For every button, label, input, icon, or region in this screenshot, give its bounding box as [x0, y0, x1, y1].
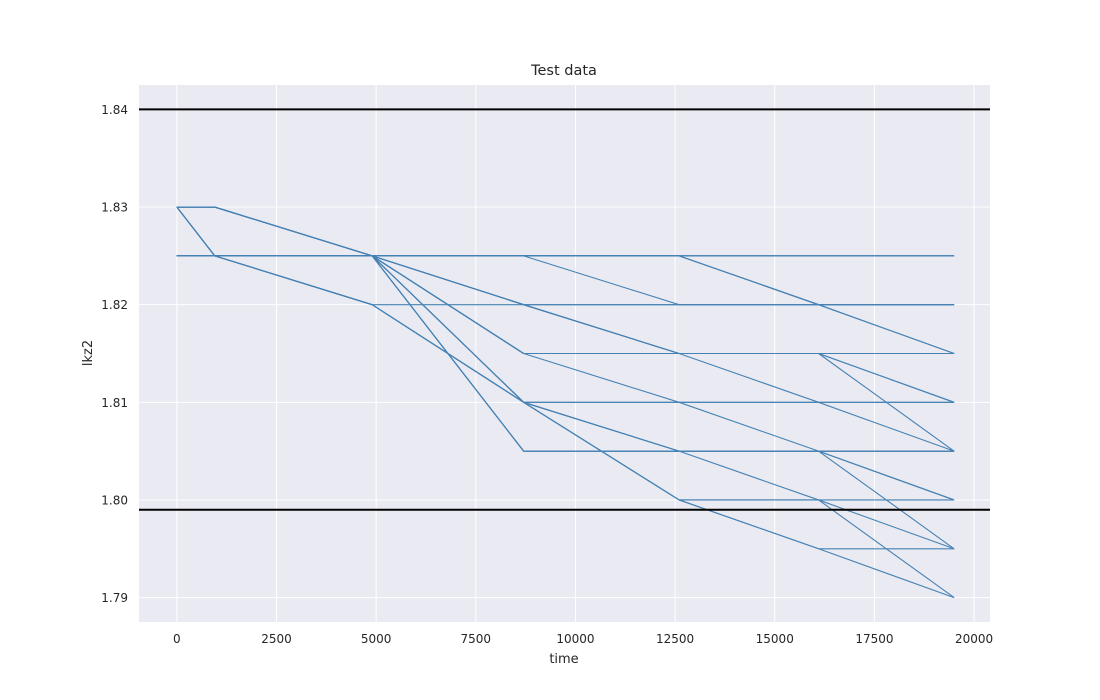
x-tick-label: 7500 — [461, 632, 492, 646]
x-tick-label: 12500 — [656, 632, 694, 646]
x-tick-labels: 0 2500 5000 7500 10000 12500 15000 17500 20000 — [173, 632, 993, 646]
x-tick-label: 17500 — [855, 632, 893, 646]
chart-title: Test data — [530, 63, 597, 79]
y-tick-label: 1.84 — [101, 103, 128, 117]
x-axis-label: time — [549, 652, 578, 667]
x-tick-label: 0 — [173, 632, 181, 646]
y-axis-label: lkz2 — [81, 340, 96, 366]
y-tick-label: 1.83 — [101, 201, 128, 215]
y-tick-label: 1.82 — [101, 298, 128, 312]
series-lines — [176, 206, 955, 599]
reference-lines — [139, 108, 990, 511]
x-tick-label: 10000 — [556, 632, 594, 646]
x-tick-label: 5000 — [361, 632, 392, 646]
x-tick-label: 2500 — [261, 632, 292, 646]
y-tick-label: 1.80 — [101, 493, 128, 507]
y-tick-label: 1.81 — [101, 396, 128, 410]
x-tick-label: 15000 — [756, 632, 794, 646]
y-tick-labels: 1.79 1.80 1.81 1.82 1.83 1.84 — [101, 103, 128, 605]
x-tick-label: 20000 — [955, 632, 993, 646]
y-tick-label: 1.79 — [101, 591, 128, 605]
series-line — [176, 255, 955, 550]
